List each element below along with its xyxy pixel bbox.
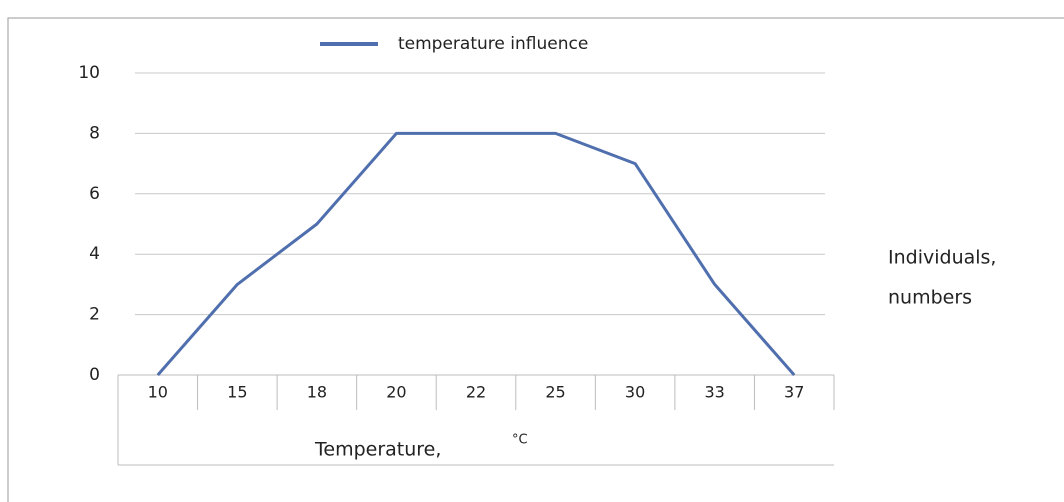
x-tick-label: 33 bbox=[704, 383, 724, 402]
x-axis-unit: °C bbox=[512, 433, 528, 448]
x-tick-label: 37 bbox=[784, 383, 804, 402]
y-tick-label: 10 bbox=[78, 63, 100, 83]
y-tick-label: 8 bbox=[89, 123, 100, 143]
x-tick-label: 15 bbox=[227, 383, 247, 402]
legend-label: temperature influence bbox=[398, 34, 588, 54]
chart-frame bbox=[7, 17, 1064, 502]
y-tick-label: 2 bbox=[89, 305, 100, 325]
data-line bbox=[156, 131, 796, 376]
x-tick-label: 25 bbox=[545, 383, 565, 402]
y-axis-label: numbers bbox=[888, 287, 972, 309]
y-tick-label: 6 bbox=[89, 184, 100, 204]
y-axis-label: Individuals, bbox=[888, 247, 996, 269]
x-tick-label: 22 bbox=[466, 383, 486, 402]
y-tick-label: 0 bbox=[89, 365, 100, 385]
x-tick-label: 10 bbox=[148, 383, 168, 402]
x-axis-label: Temperature, bbox=[314, 439, 441, 461]
x-tick-label: 18 bbox=[307, 383, 327, 402]
y-tick-label: 4 bbox=[89, 244, 100, 264]
x-tick-label: 20 bbox=[386, 383, 406, 402]
x-tick-label: 30 bbox=[625, 383, 645, 402]
